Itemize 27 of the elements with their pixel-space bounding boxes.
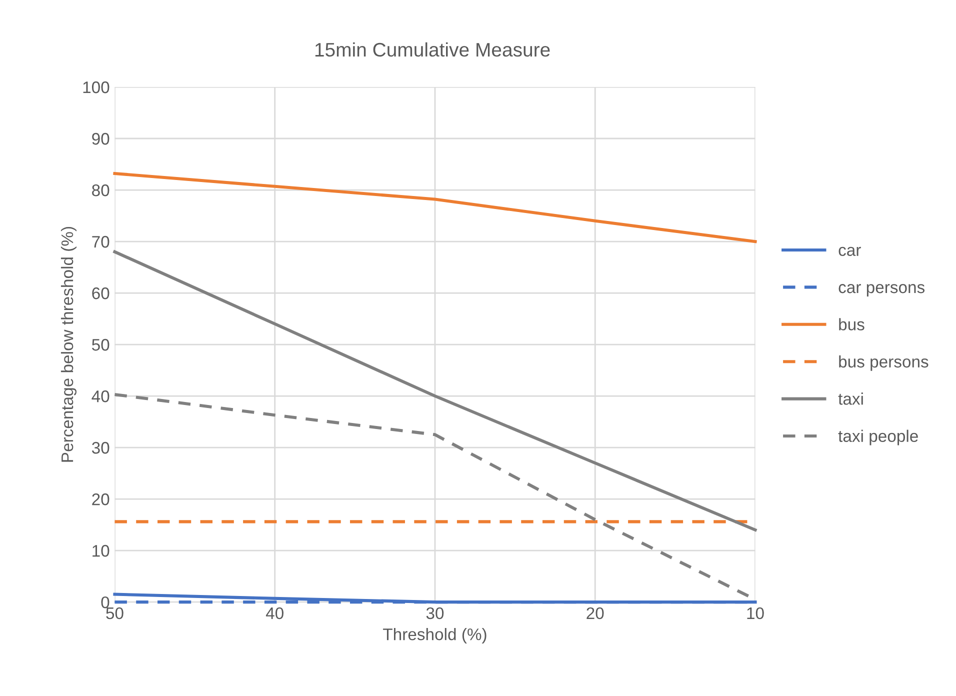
y-tick-label: 80 bbox=[92, 184, 110, 196]
y-tick-label: 20 bbox=[92, 493, 110, 506]
legend-label: bus persons bbox=[839, 355, 928, 371]
line-series bbox=[113, 250, 757, 532]
x-tick-label: 20 bbox=[586, 607, 604, 620]
y-tick-label: 30 bbox=[92, 442, 110, 454]
x-tick-label: 10 bbox=[747, 607, 764, 620]
x-tick-label: 30 bbox=[426, 607, 444, 620]
x-tick-label: 50 bbox=[106, 607, 124, 620]
line-series bbox=[113, 172, 757, 244]
y-tick-label: 60 bbox=[92, 287, 110, 300]
y-tick-label: 90 bbox=[92, 132, 110, 145]
x-tick-label: 40 bbox=[266, 607, 284, 620]
y-tick-label: 100 bbox=[83, 81, 110, 94]
y-tick-label: 70 bbox=[92, 236, 110, 248]
y-tick-label: 50 bbox=[92, 338, 110, 351]
legend-label: car bbox=[838, 246, 861, 256]
legend-label: car persons bbox=[838, 284, 925, 296]
legend-label: taxi people bbox=[838, 430, 918, 446]
y-tick-label: 40 bbox=[92, 390, 110, 402]
legend-label: bus bbox=[839, 318, 864, 330]
y-tick-label: 0 bbox=[101, 596, 110, 608]
x-axis-title: Threshold (%) bbox=[383, 628, 486, 644]
y-tick-label: 10 bbox=[92, 544, 110, 557]
y-axis-title: Percentage below threshold (%) bbox=[60, 226, 76, 462]
legend-label: taxi bbox=[838, 392, 863, 405]
chart-title: 15min Cumulative Measure bbox=[315, 42, 550, 57]
